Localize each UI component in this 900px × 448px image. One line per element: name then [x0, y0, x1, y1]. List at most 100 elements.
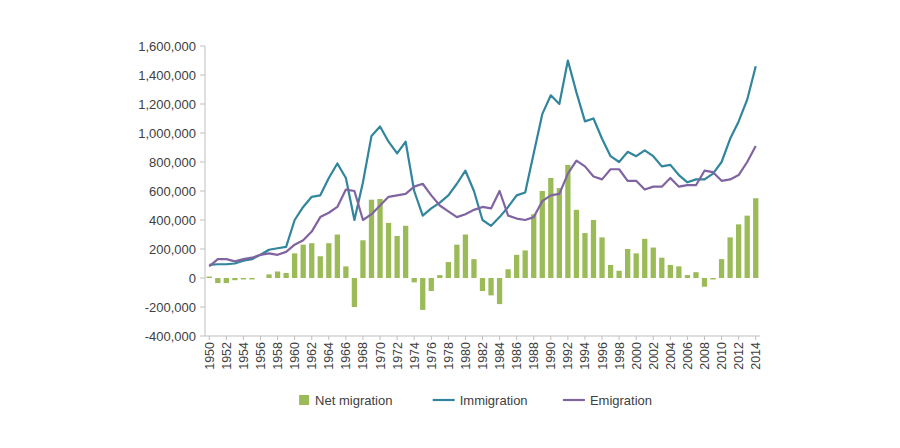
x-tick — [294, 336, 295, 340]
bar — [616, 271, 621, 278]
x-tick-label: 1964 — [322, 342, 336, 370]
bar — [386, 223, 391, 278]
bar — [480, 278, 485, 291]
bar — [301, 245, 306, 278]
x-tick-label: 1986 — [510, 342, 524, 370]
y-tick-label: 1,200,000 — [138, 97, 196, 112]
bar — [702, 278, 707, 287]
x-tick — [431, 336, 432, 340]
x-tick — [602, 336, 603, 340]
x-tick-label: 1988 — [527, 342, 541, 370]
bar — [266, 274, 271, 278]
bar — [676, 266, 681, 278]
legend-swatch — [299, 395, 309, 405]
bar — [591, 220, 596, 278]
y-tick — [200, 220, 205, 221]
y-tick-label: -200,000 — [145, 300, 196, 315]
bar — [326, 243, 331, 278]
x-tick — [755, 336, 756, 340]
bar — [565, 165, 570, 278]
x-tick — [328, 336, 329, 340]
x-tick-label: 2000 — [630, 342, 644, 370]
x-tick-label: 2012 — [732, 342, 746, 370]
bar — [668, 265, 673, 278]
x-tick-label: 2014 — [749, 342, 763, 370]
x-tick — [465, 336, 466, 340]
x-tick — [311, 336, 312, 340]
x-tick-label: 1970 — [374, 342, 388, 370]
bar — [471, 259, 476, 278]
x-tick-label: 1952 — [220, 342, 234, 370]
y-tick-label: 1,400,000 — [138, 68, 196, 83]
legend-label: Immigration — [460, 393, 528, 408]
x-tick-label: 1978 — [442, 342, 456, 370]
bar — [249, 278, 254, 279]
bar — [548, 178, 553, 278]
x-tick-label: 2004 — [664, 342, 678, 370]
y-tick-label: 0 — [189, 271, 196, 286]
x-tick — [533, 336, 534, 340]
x-tick-label: 1962 — [305, 342, 319, 370]
bar — [574, 210, 579, 278]
y-tick — [200, 278, 205, 279]
x-tick — [243, 336, 244, 340]
bar — [488, 278, 493, 295]
line — [209, 61, 755, 265]
bar — [634, 253, 639, 278]
x-tick — [636, 336, 637, 340]
y-tick — [200, 249, 205, 250]
bar — [454, 245, 459, 278]
x-tick — [448, 336, 449, 340]
plot-area — [207, 61, 759, 310]
y-tick — [200, 133, 205, 134]
x-tick — [738, 336, 739, 340]
y-tick-label: 800,000 — [149, 155, 196, 170]
bar — [403, 226, 408, 278]
y-tick-label: 400,000 — [149, 213, 196, 228]
x-tick-label: 1972 — [391, 342, 405, 370]
x-tick-label: 1996 — [596, 342, 610, 370]
x-tick — [414, 336, 415, 340]
bar — [207, 277, 212, 278]
legend: Net migrationImmigrationEmigration — [299, 393, 652, 408]
bar — [651, 248, 656, 278]
bar — [505, 269, 510, 278]
bar — [224, 278, 229, 283]
bar — [719, 259, 724, 278]
bar — [753, 198, 758, 278]
y-tick-label: 200,000 — [149, 242, 196, 257]
x-tick-label: 2006 — [681, 342, 695, 370]
x-tick-label: 1958 — [271, 342, 285, 370]
bar — [745, 216, 750, 278]
x-tick — [516, 336, 517, 340]
x-tick-label: 1976 — [425, 342, 439, 370]
bar — [523, 250, 528, 278]
bar — [582, 233, 587, 278]
y-tick — [200, 104, 205, 105]
x-tick-label: 1992 — [561, 342, 575, 370]
bar — [608, 265, 613, 278]
x-tick-label: 1998 — [613, 342, 627, 370]
bar — [394, 236, 399, 278]
bar — [343, 266, 348, 278]
bar — [727, 237, 732, 278]
bar — [309, 243, 314, 278]
bar — [275, 271, 280, 278]
x-tick — [653, 336, 654, 340]
x-tick — [499, 336, 500, 340]
x-tick — [362, 336, 363, 340]
legend-swatch — [433, 399, 455, 401]
legend-swatch — [563, 399, 585, 401]
x-tick — [226, 336, 227, 340]
bar — [429, 278, 434, 291]
y-tick — [200, 46, 205, 47]
bar — [420, 278, 425, 310]
x-tick-label: 1966 — [339, 342, 353, 370]
chart: -400,000-200,0000200,000400,000600,00080… — [0, 0, 900, 448]
bar — [531, 214, 536, 278]
bar — [463, 235, 468, 279]
bar — [557, 188, 562, 278]
x-tick — [721, 336, 722, 340]
y-tick — [200, 336, 205, 337]
x-tick-label: 2008 — [698, 342, 712, 370]
